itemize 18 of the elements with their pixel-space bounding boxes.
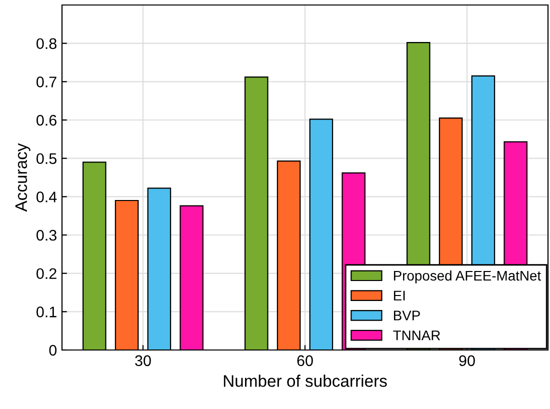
y-tick-label: 0.4: [36, 192, 57, 202]
y-tick-label: 0.1: [36, 306, 56, 318]
y-tick-label: 0.3: [36, 230, 56, 241]
x-tick-label: 30: [135, 355, 151, 366]
y-axis-title: Accuracy: [15, 143, 30, 212]
legend-label: Proposed AFEE-MatNet: [394, 270, 541, 284]
y-tick-label: 0.5: [36, 153, 56, 164]
x-axis-title: Number of subcarriers: [224, 374, 387, 387]
y-tick-label: 0.6: [36, 114, 56, 126]
x-tick-label: 90: [459, 355, 475, 366]
y-tick-label: 0.7: [36, 76, 56, 88]
y-tick-label: 0.8: [36, 38, 56, 50]
x-tick-label: 60: [297, 355, 313, 366]
y-tick-label: 0: [49, 344, 57, 356]
legend-label: TNNAR: [393, 330, 440, 340]
y-tick-label: 0.2: [36, 268, 56, 280]
legend-label: EI: [394, 290, 405, 300]
legend-label: BVP: [394, 310, 420, 320]
